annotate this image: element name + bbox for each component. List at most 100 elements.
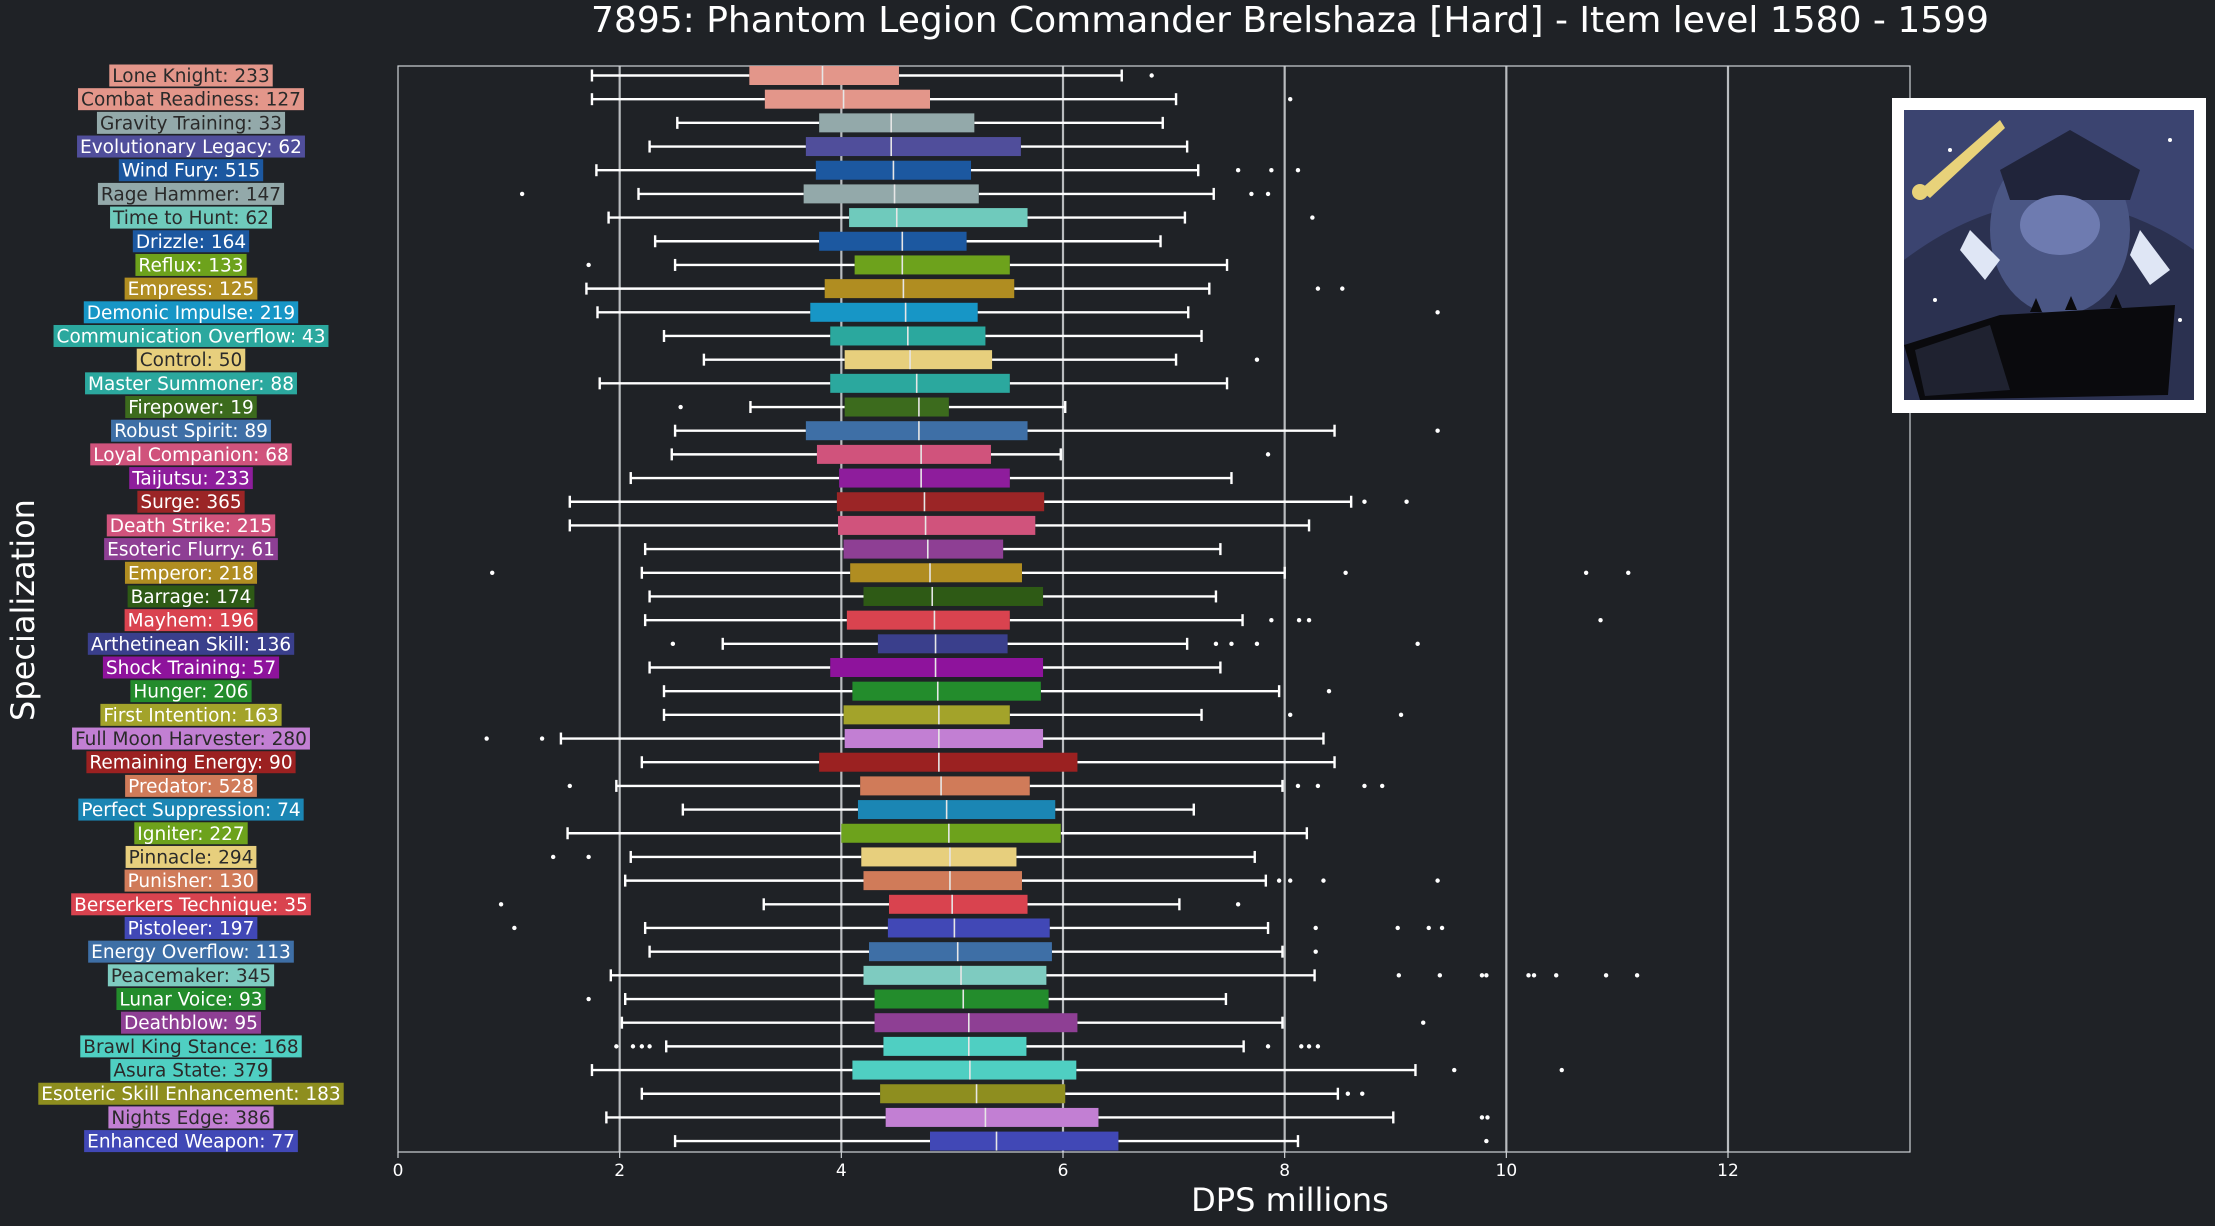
box-row-10 — [596, 302, 1440, 322]
outlier-point — [519, 191, 525, 197]
category-label-1: Combat Readiness: 127 — [78, 88, 304, 111]
outlier-point — [1345, 1091, 1351, 1096]
iqr-box — [852, 681, 1041, 701]
box-row-38 — [609, 965, 1640, 985]
box-row-24 — [670, 634, 1420, 654]
outlier-point — [1313, 949, 1318, 954]
category-label-5: Rage Hammer: 147 — [97, 182, 285, 205]
box-row-28 — [484, 729, 1325, 749]
x-tick-label-0: 0 — [393, 1161, 404, 1181]
box-row-3 — [648, 137, 1189, 157]
category-label-13: Master Summoner: 88 — [85, 372, 297, 395]
category-label-bg — [109, 64, 273, 87]
outlier-point — [1315, 286, 1321, 291]
category-label-8: Reflux: 133 — [135, 253, 247, 276]
box-row-11 — [662, 326, 1203, 346]
outlier-point — [1310, 215, 1315, 220]
outlier-point — [484, 736, 489, 741]
box-row-31 — [681, 800, 1195, 820]
category-label-16: Loyal Companion: 68 — [90, 443, 292, 466]
x-tick-label-6: 6 — [1058, 1161, 1069, 1181]
outlier-point — [1479, 1115, 1485, 1120]
outlier-point — [1380, 783, 1385, 789]
outlier-point — [614, 1044, 619, 1049]
category-label-14: Firepower: 19 — [125, 396, 257, 419]
category-label-bg — [72, 727, 310, 750]
category-label-bg — [78, 88, 304, 111]
category-label-bg — [88, 940, 294, 963]
outlier-point — [1435, 428, 1440, 433]
outlier-point — [1484, 973, 1489, 978]
box-row-41 — [614, 1036, 1321, 1056]
category-label-41: Brawl King Stance: 168 — [80, 1035, 302, 1058]
category-label-text: Taijutsu: 233 — [131, 469, 250, 490]
iqr-box — [841, 823, 1061, 843]
category-label-21: Emperor: 218 — [124, 561, 258, 584]
category-label-bg — [118, 159, 264, 182]
iqr-box — [816, 444, 991, 464]
category-label-11: Communication Overflow: 43 — [53, 324, 329, 347]
outlier-point — [670, 641, 676, 647]
category-label-38: Peacemaker: 345 — [107, 964, 275, 987]
outlier-point — [1315, 1044, 1321, 1049]
outlier-point — [512, 925, 517, 931]
outlier-point — [1415, 641, 1420, 647]
iqr-box — [843, 705, 1010, 725]
outlier-point — [1435, 878, 1440, 883]
outlier-point — [1276, 878, 1282, 883]
iqr-box — [803, 184, 979, 204]
category-label-text: Gravity Training: 33 — [100, 113, 282, 134]
outlier-point — [1554, 973, 1559, 978]
category-label-bg — [127, 585, 255, 608]
box-row-23 — [643, 610, 1603, 630]
box-row-37 — [648, 942, 1318, 962]
category-label-bg — [129, 467, 253, 490]
category-label-bg — [125, 774, 257, 797]
iqr-box — [863, 586, 1044, 606]
box-row-39 — [586, 989, 1228, 1009]
category-label-text: Remaining Energy: 90 — [89, 753, 292, 774]
category-label-bg — [124, 277, 258, 300]
box-row-5 — [519, 184, 1271, 204]
category-label-text: Robust Spirit: 89 — [114, 421, 268, 442]
outlier-point — [1235, 168, 1241, 173]
box-row-16 — [670, 444, 1271, 464]
boxes — [484, 66, 1640, 1151]
category-label-bg — [124, 609, 258, 632]
category-label-text: Rage Hammer: 147 — [101, 184, 281, 205]
category-label-31: Perfect Suppression: 74 — [78, 798, 304, 821]
category-label-bg — [134, 822, 248, 845]
category-label-bg — [38, 1082, 344, 1105]
iqr-box — [888, 894, 1028, 914]
category-label-4: Wind Fury: 515 — [118, 159, 264, 182]
iqr-box — [819, 752, 1078, 772]
box-row-6 — [607, 208, 1315, 228]
box-row-20 — [643, 539, 1222, 559]
iqr-box — [838, 515, 1036, 535]
y-axis-label: Specialization — [4, 499, 42, 721]
outlier-point — [1479, 973, 1485, 978]
category-label-39: Lunar Voice: 93 — [116, 988, 266, 1011]
category-label-text: Empress: 125 — [128, 279, 255, 300]
box-row-43 — [640, 1084, 1365, 1104]
iqr-box — [874, 1013, 1078, 1033]
iqr-box — [749, 66, 899, 85]
outlier-point — [1452, 1067, 1457, 1073]
outlier-point — [1437, 973, 1443, 978]
iqr-box — [824, 279, 1015, 299]
category-label-42: Asura State: 379 — [110, 1059, 272, 1082]
iqr-box — [854, 255, 1010, 275]
outlier-point — [1398, 712, 1404, 718]
outlier-point — [1295, 168, 1301, 173]
category-label-text: Enhanced Weapon: 77 — [87, 1132, 295, 1153]
category-label-text: Pistoleer: 197 — [128, 918, 255, 939]
iqr-box — [843, 539, 1004, 559]
outlier-point — [1149, 73, 1154, 78]
category-label-28: Full Moon Harvester: 280 — [72, 727, 310, 750]
category-label-bg — [124, 916, 258, 939]
category-label-text: Pinnacle: 294 — [129, 847, 254, 868]
box-row-17 — [629, 468, 1233, 488]
category-label-bg — [137, 490, 245, 513]
category-label-43: Esoteric Skill Enhancement: 183 — [38, 1082, 344, 1105]
outlier-point — [1269, 617, 1274, 623]
